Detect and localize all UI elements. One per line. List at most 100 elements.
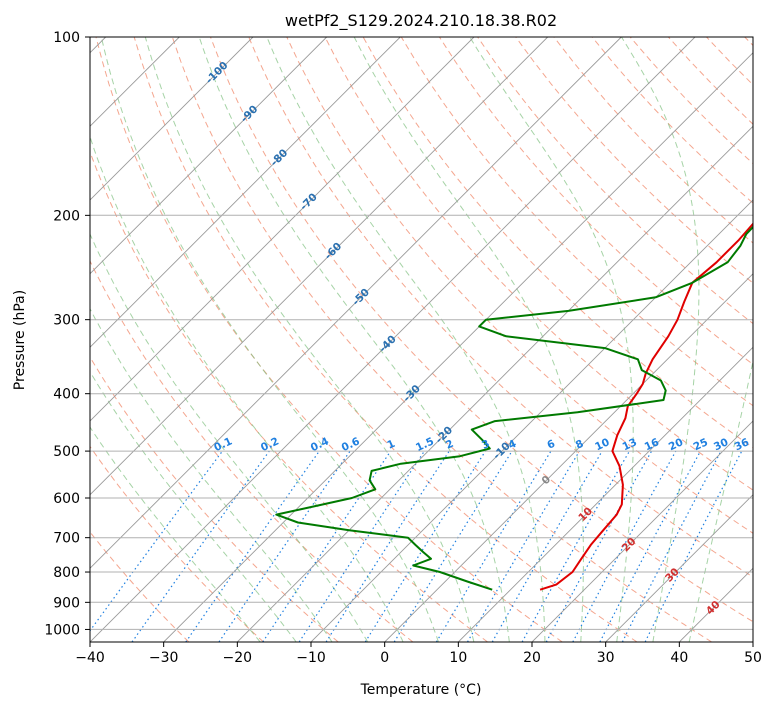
x-tick-label: −10: [296, 650, 326, 666]
dry-adiabat: [668, 37, 753, 125]
axes: −40 −30 −20 −10 0 10 20 30 40 50 100 200 300 400 500 60…: [44, 30, 762, 666]
isotherm: [90, 37, 475, 422]
mixing-ratio-line: [218, 450, 351, 642]
y-tick-label: 100: [53, 30, 80, 46]
dry-adiabat: [171, 37, 712, 642]
mixing-ratio-label: 30: [712, 436, 730, 453]
moist-adiabat: [100, 37, 439, 642]
moist-adiabat: [90, 307, 333, 642]
moist-adiabat: [621, 37, 700, 642]
x-tick-label: −30: [149, 650, 179, 666]
mixing-ratio-label: 4: [507, 438, 519, 452]
mixing-ratio-line: [298, 450, 425, 642]
x-tick-label: 40: [670, 650, 688, 666]
isotherm: [752, 641, 753, 642]
isotherm: [90, 37, 696, 642]
dry-adiabat: [324, 37, 753, 491]
dewpoint-trace: [275, 225, 753, 591]
mixing-ratio-label: 20: [667, 436, 685, 453]
isotherm: [90, 37, 401, 348]
mixing-ratio-line: [185, 450, 320, 642]
moist-adiabat: [688, 359, 753, 642]
mixing-ratio-line: [262, 450, 392, 642]
x-tick-label: 30: [597, 650, 615, 666]
mixing-ratio-line: [466, 450, 580, 642]
dry-adiabat: [133, 37, 638, 642]
dry-adiabat: [438, 37, 753, 366]
y-tick-label: 1000: [44, 622, 80, 638]
moist-adiabat: [90, 426, 261, 642]
moist-adiabat: [90, 232, 369, 642]
y-tick-label: 400: [53, 387, 80, 403]
moist-adiabat: [90, 135, 404, 642]
x-tick-label: −20: [223, 650, 253, 666]
dry-adiabat: [95, 37, 563, 642]
x-tick-label: 0: [380, 650, 389, 666]
chart-title: wetPf2_S129.2024.210.18.38.R02: [285, 11, 557, 31]
dry-adiabat: [744, 37, 753, 47]
dry-adiabat: [210, 37, 753, 623]
background-lines: [90, 37, 753, 642]
dry-adiabat: [706, 37, 753, 86]
isotherm: [163, 52, 753, 642]
x-axis-label: Temperature (°C): [360, 682, 482, 698]
mixing-ratio-line: [599, 450, 702, 642]
grid-lines: [90, 37, 753, 642]
isotherm: [90, 37, 254, 201]
x-tick-label: 10: [449, 650, 467, 666]
dry-adiabat: [515, 37, 753, 284]
dry-adiabat: [90, 356, 339, 642]
dry-adiabat: [90, 445, 264, 642]
isotherm: [236, 125, 753, 642]
y-tick-label: 600: [53, 491, 80, 507]
isotherm: [457, 346, 753, 642]
y-tick-label: 300: [53, 313, 80, 329]
y-tick-label: 700: [53, 531, 80, 547]
mixing-ratio-label: 36: [733, 436, 751, 453]
mixing-ratio-label: 3: [480, 438, 492, 452]
dry-adiabat: [286, 37, 753, 534]
mixing-ratio-line: [435, 450, 552, 642]
mixing-ratio-line: [364, 450, 486, 642]
moist-adiabat: [90, 370, 297, 642]
y-tick-label: 900: [53, 595, 80, 611]
line-labels: 0.1 0.2 0.4 0.6 1 1.5 2 3 4 6 8 10 13 16 20 25 30 36-100-…: [203, 59, 751, 617]
dry-adiabat: [591, 37, 753, 204]
x-tick-label: 20: [523, 650, 541, 666]
isotherm: [384, 273, 753, 642]
dry-adiabat: [90, 259, 414, 642]
isotherm: [678, 567, 753, 642]
y-tick-label: 200: [53, 208, 80, 224]
mixing-ratio-label: 16: [643, 436, 661, 453]
x-tick-label: 50: [744, 650, 762, 666]
isotherm: [605, 494, 753, 642]
mixing-ratio-line: [325, 450, 450, 642]
isotherm: [90, 37, 328, 275]
temperature-trace: [539, 222, 753, 591]
mixing-ratio-line: [393, 450, 513, 642]
dry-adiabat: [90, 531, 190, 642]
y-tick-label: 800: [53, 565, 80, 581]
y-axis-label: Pressure (hPa): [12, 290, 28, 390]
moist-adiabat: [353, 37, 584, 642]
x-tick-label: −40: [75, 650, 105, 666]
isotherm: [531, 420, 753, 642]
sounding-traces: [275, 222, 753, 591]
moist-adiabat: [144, 37, 475, 642]
moist-adiabat: [266, 37, 546, 642]
mixing-ratio-label: 8: [574, 438, 586, 452]
mixing-ratio-label: 1: [385, 438, 397, 452]
mixing-ratio-label: 6: [545, 438, 557, 452]
isotherm: [90, 37, 549, 496]
plot-frame: [89, 36, 754, 643]
mixing-ratio-line: [90, 450, 223, 632]
moist-adiabat: [469, 37, 634, 642]
y-tick-label: 500: [53, 444, 80, 460]
mixing-ratio-label: 13: [621, 436, 639, 453]
mixing-ratio-line: [644, 450, 743, 642]
mixing-ratio-label: 10: [593, 436, 611, 453]
mixing-ratio-label: 2: [444, 438, 456, 452]
isotherm: [90, 37, 622, 569]
mixing-ratio-line: [572, 450, 677, 642]
